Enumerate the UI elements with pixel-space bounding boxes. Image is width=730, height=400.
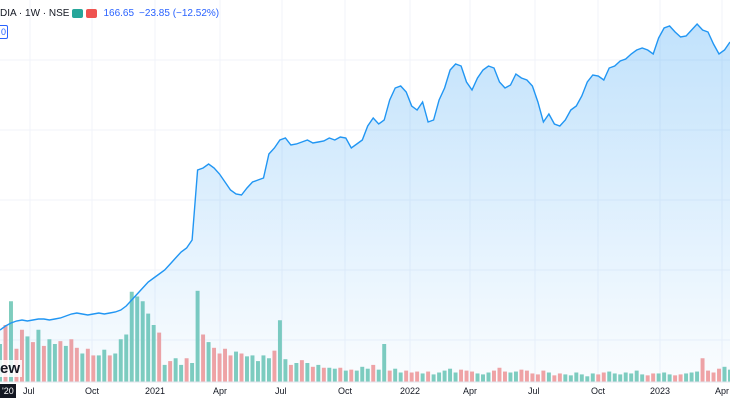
time-axis-label: Oct: [85, 386, 100, 396]
time-axis-label: Apr: [463, 386, 478, 396]
symbol-label: DIA · 1W · NSE: [0, 7, 70, 19]
time-axis-label: Oct: [591, 386, 606, 396]
sell-button[interactable]: [86, 8, 98, 18]
buy-button[interactable]: [72, 8, 84, 18]
time-axis-label: 2022: [400, 386, 421, 396]
time-axis-label: Apr: [213, 386, 228, 396]
time-axis-label: Oct: [338, 386, 353, 396]
time-axis-label: 2023: [650, 386, 671, 396]
time-axis-label: Apr: [715, 386, 730, 396]
time-axis-label: 2021: [145, 386, 166, 396]
volume-indicator-badge[interactable]: 0: [0, 25, 8, 39]
price-area-fill: [0, 24, 730, 382]
watermark-text: ew: [0, 360, 23, 377]
time-axis-label: Jul: [528, 386, 540, 396]
price-line: [0, 22, 730, 331]
chart-header: DIA · 1W · NSE 166.65 −23.85 (−12.52%): [0, 6, 219, 20]
last-value: 166.65: [103, 7, 135, 19]
price-change: −23.85 (−12.52%): [139, 7, 220, 19]
time-axis-label: Jul: [275, 386, 287, 396]
time-axis-current-label: '20: [0, 384, 16, 398]
time-axis-label: Jul: [23, 386, 35, 396]
